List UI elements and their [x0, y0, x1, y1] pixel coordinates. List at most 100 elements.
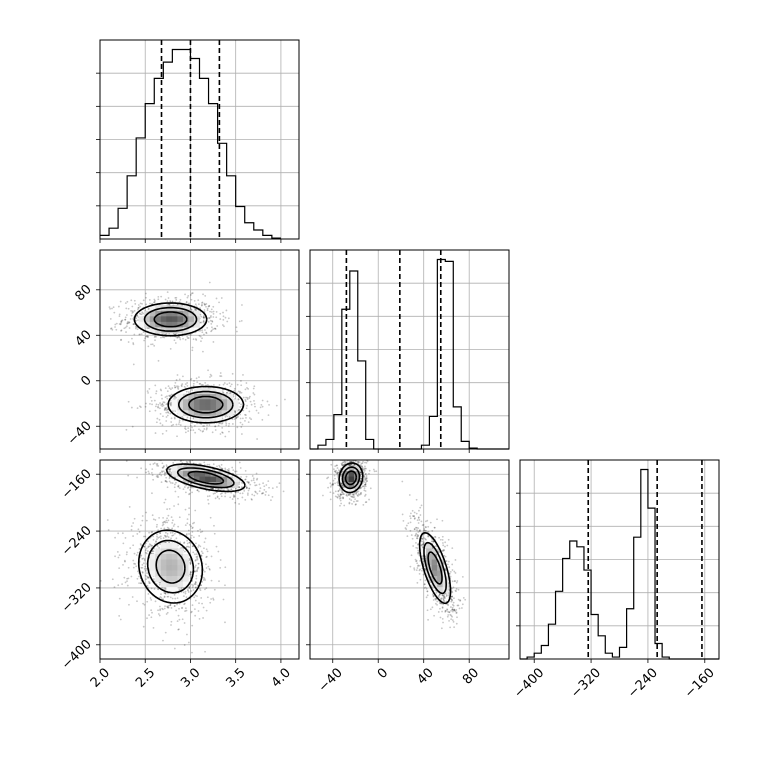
sample-point [146, 550, 149, 552]
sample-point [331, 483, 334, 486]
density-cell [155, 305, 162, 312]
sample-point [204, 537, 207, 540]
sample-point [170, 421, 173, 423]
sample-point [187, 641, 190, 644]
sample-point [256, 477, 259, 480]
density-cell [193, 399, 200, 406]
sample-point [342, 497, 345, 499]
sample-point [244, 470, 247, 472]
density-cell [221, 404, 228, 411]
sample-point [171, 300, 174, 303]
sample-point [337, 495, 340, 497]
density-cell [171, 570, 178, 577]
sample-point [130, 299, 133, 302]
density-panel-2-1 [310, 457, 509, 659]
sample-point [360, 462, 363, 465]
sample-point [243, 490, 246, 492]
sample-point [126, 584, 129, 587]
sample-point [136, 314, 139, 317]
sample-point [124, 537, 127, 539]
sample-point [150, 616, 153, 619]
sample-point [225, 422, 228, 425]
sample-point [365, 461, 368, 464]
sample-point [237, 390, 240, 393]
density-cell [199, 471, 206, 477]
sample-point [352, 496, 355, 499]
sample-point [236, 416, 239, 419]
density-cell [227, 393, 233, 400]
sample-point [156, 476, 159, 479]
sample-point [251, 475, 254, 477]
sample-point [133, 299, 136, 302]
sample-point [132, 544, 135, 547]
density-cell [193, 471, 200, 477]
sample-point [166, 508, 169, 511]
sample-point [339, 487, 341, 490]
sample-point [244, 498, 247, 501]
sample-point [331, 483, 334, 486]
sample-point [149, 302, 151, 305]
sample-point [191, 583, 193, 586]
sample-point [364, 461, 366, 464]
sample-point [169, 596, 172, 599]
sample-point [357, 457, 359, 459]
sample-point [140, 554, 143, 557]
sample-point [158, 418, 161, 421]
sample-point [188, 460, 191, 463]
sample-point [247, 421, 250, 424]
sample-point [368, 469, 371, 472]
sample-point [188, 585, 191, 588]
sample-point [132, 566, 135, 569]
sample-point [233, 387, 236, 390]
sample-point [188, 533, 190, 535]
sample-point [203, 333, 205, 336]
sample-point [178, 301, 181, 303]
density-cell [232, 482, 239, 488]
sample-point [141, 515, 144, 517]
sample-point [208, 304, 211, 307]
sample-point [236, 426, 239, 429]
sample-point [147, 545, 150, 548]
sample-point [163, 401, 166, 404]
sample-point [186, 382, 189, 384]
sample-point [363, 468, 366, 471]
sample-point [164, 592, 167, 594]
sample-point [211, 320, 214, 322]
sample-point [162, 415, 164, 418]
sample-point [212, 312, 215, 315]
density-cell [216, 399, 222, 406]
sample-point [197, 562, 200, 565]
sample-point [161, 405, 164, 408]
sample-point [247, 388, 250, 390]
sample-point [153, 588, 156, 590]
sample-point [145, 567, 148, 570]
density-cell [155, 576, 162, 582]
sample-point [138, 405, 141, 408]
density-cell [160, 542, 167, 549]
sample-point [165, 480, 168, 483]
sample-point [178, 618, 181, 621]
sample-point [132, 535, 134, 537]
sample-point [194, 566, 197, 568]
sample-point [244, 398, 247, 401]
sample-point [192, 385, 195, 387]
sample-point [188, 587, 191, 590]
sample-point [162, 401, 165, 404]
sample-point [176, 620, 179, 623]
sample-point [195, 553, 198, 556]
sample-point [330, 463, 333, 466]
sample-point [162, 404, 165, 407]
sample-point [238, 320, 241, 323]
sample-point [230, 488, 233, 491]
sample-point [151, 474, 154, 477]
sample-point [154, 384, 157, 387]
sample-point [184, 425, 187, 428]
density-cell [188, 316, 195, 323]
density-cell [138, 321, 145, 328]
sample-point [188, 492, 191, 495]
sample-point [362, 471, 365, 474]
sample-point [153, 453, 155, 455]
sample-point [186, 296, 189, 299]
sample-point [182, 488, 185, 491]
sample-point [364, 485, 367, 488]
